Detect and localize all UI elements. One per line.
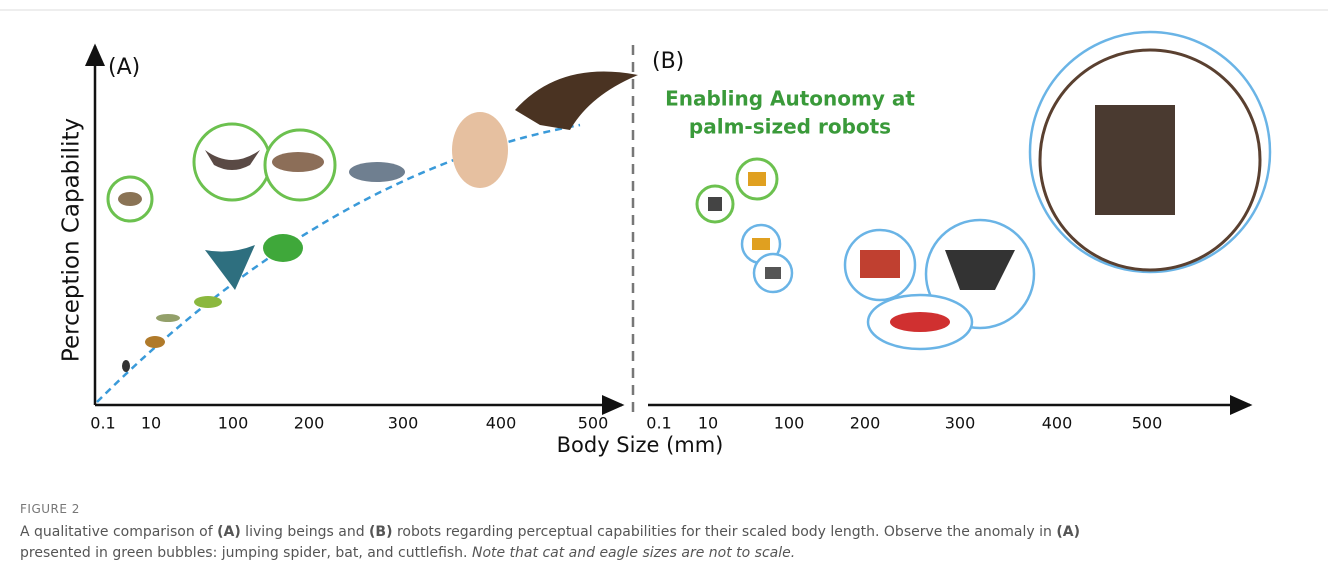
x-tick-label: 10 [698,414,718,433]
figure: (A) (B) Enabling Autonomy at palm-sized … [0,0,1328,495]
x-tick-label: 400 [1042,414,1073,433]
panel-heading: palm-sized robots [689,115,891,139]
caption-run: A qualitative comparison of [20,524,217,540]
x-tick-label: 10 [141,414,161,433]
caption-line: presented in green bubbles: jumping spid… [20,543,1320,564]
trend-curve [97,125,580,402]
x-tick-label: 0.1 [90,414,115,433]
x-tick-label: 200 [294,414,325,433]
x-tick-label: 100 [774,414,805,433]
blue-robot-bubbles [742,32,1270,349]
x-tick-label: 0.1 [646,414,671,433]
caption-run: (B) [369,524,392,540]
green-robot-bubbles [697,159,777,222]
caption-line: A qualitative comparison of (A) living b… [20,522,1320,543]
panel-label: (A) [108,55,140,80]
page: {"figure": { "panels": [ {"label": "(A)"… [0,0,1328,571]
x-tick-label: 300 [945,414,976,433]
x-tick-label: 500 [1132,414,1163,433]
x-tick-label: 500 [578,414,609,433]
x-tick-label: 400 [486,414,517,433]
caption-run: living beings and [241,524,369,540]
caption-label: FIGURE 2 [20,502,80,516]
x-tick-label: 300 [388,414,419,433]
x-tick-label: 200 [850,414,881,433]
caption-run: Note that cat and eagle sizes are not to… [472,545,795,561]
caption-run: (A) [1056,524,1080,540]
caption-run: (A) [217,524,241,540]
caption-run: robots regarding perceptual capabilities… [393,524,1057,540]
panel-heading: Enabling Autonomy at [665,87,915,111]
x-axis-title: Body Size (mm) [557,433,724,457]
y-axis-title: Perception Capability [59,118,85,362]
x-tick-label: 100 [218,414,249,433]
anomaly-bubbles [108,124,335,221]
caption: A qualitative comparison of (A) living b… [20,522,1320,564]
caption-run: presented in green bubbles: jumping spid… [20,545,472,561]
animal-icons [118,72,638,372]
panel-label: (B) [652,49,684,74]
